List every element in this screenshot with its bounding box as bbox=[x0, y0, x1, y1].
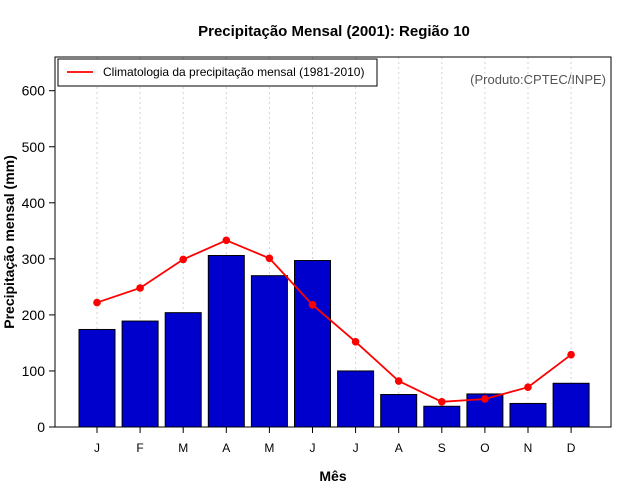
climatology-point-1 bbox=[136, 284, 144, 292]
climatology-line bbox=[96, 239, 572, 403]
x-tick-label-11: D bbox=[567, 441, 576, 455]
climatology-point-8 bbox=[438, 397, 446, 406]
y-tick-label-6: 600 bbox=[22, 83, 46, 99]
plot-frame bbox=[54, 56, 612, 428]
climatology-point-6 bbox=[351, 338, 360, 346]
bar-11 bbox=[552, 382, 590, 428]
x-tick-label-6: J bbox=[353, 441, 359, 455]
bar-10 bbox=[509, 402, 547, 428]
climatology-point-3 bbox=[222, 236, 231, 245]
y-tick-label-4: 400 bbox=[22, 195, 46, 211]
x-tick-label-2: M bbox=[178, 441, 188, 455]
bar-8 bbox=[423, 405, 461, 428]
bar-0 bbox=[78, 328, 116, 428]
bar-3 bbox=[207, 254, 245, 428]
y-tick-label-1: 100 bbox=[22, 363, 46, 379]
climatology-point-5 bbox=[308, 301, 317, 309]
bar-1 bbox=[121, 320, 159, 428]
bar-6 bbox=[337, 370, 375, 428]
x-tick-label-7: A bbox=[395, 441, 403, 455]
climatology-point-11 bbox=[567, 350, 575, 359]
source-credit: (Produto:CPTEC/INPE) bbox=[470, 72, 606, 87]
climatology-series bbox=[93, 236, 575, 406]
bar-series bbox=[78, 254, 590, 428]
x-tick-label-9: O bbox=[480, 441, 489, 455]
chart-title: Precipitação Mensal (2001): Região 10 bbox=[198, 23, 470, 40]
y-tick-label-3: 300 bbox=[22, 251, 46, 267]
bar-5 bbox=[294, 260, 331, 428]
bar-2 bbox=[164, 312, 202, 428]
legend-label: Climatologia da precipitação mensal (198… bbox=[103, 65, 364, 79]
bar-7 bbox=[380, 393, 418, 428]
x-tick-label-5: J bbox=[310, 441, 316, 455]
y-tick-label-2: 200 bbox=[22, 307, 46, 323]
x-tick-label-4: M bbox=[264, 441, 274, 455]
y-axis-title: Precipitação mensal (mm) bbox=[1, 155, 17, 329]
x-tick-label-0: J bbox=[94, 441, 100, 455]
x-tick-label-1: F bbox=[136, 441, 143, 455]
x-tick-label-3: A bbox=[222, 441, 230, 455]
legend: Climatologia da precipitação mensal (198… bbox=[57, 58, 378, 87]
x-tick-label-10: N bbox=[524, 441, 533, 455]
bar-4 bbox=[250, 275, 288, 428]
y-axis: 0 100 200 300 400 500 600 bbox=[22, 83, 55, 435]
y-tick-label-5: 500 bbox=[22, 139, 46, 155]
y-tick-label-0: 0 bbox=[37, 419, 45, 435]
x-tick-label-8: S bbox=[438, 441, 446, 455]
legend-box bbox=[57, 58, 378, 87]
climatology-point-9 bbox=[481, 395, 489, 403]
climatology-point-0 bbox=[93, 298, 101, 307]
climatology-point-4 bbox=[265, 254, 274, 263]
climatology-point-10 bbox=[524, 383, 532, 392]
x-axis-title: Mês bbox=[319, 468, 346, 484]
climatology-point-7 bbox=[394, 377, 403, 385]
climatology-point-2 bbox=[179, 255, 187, 264]
